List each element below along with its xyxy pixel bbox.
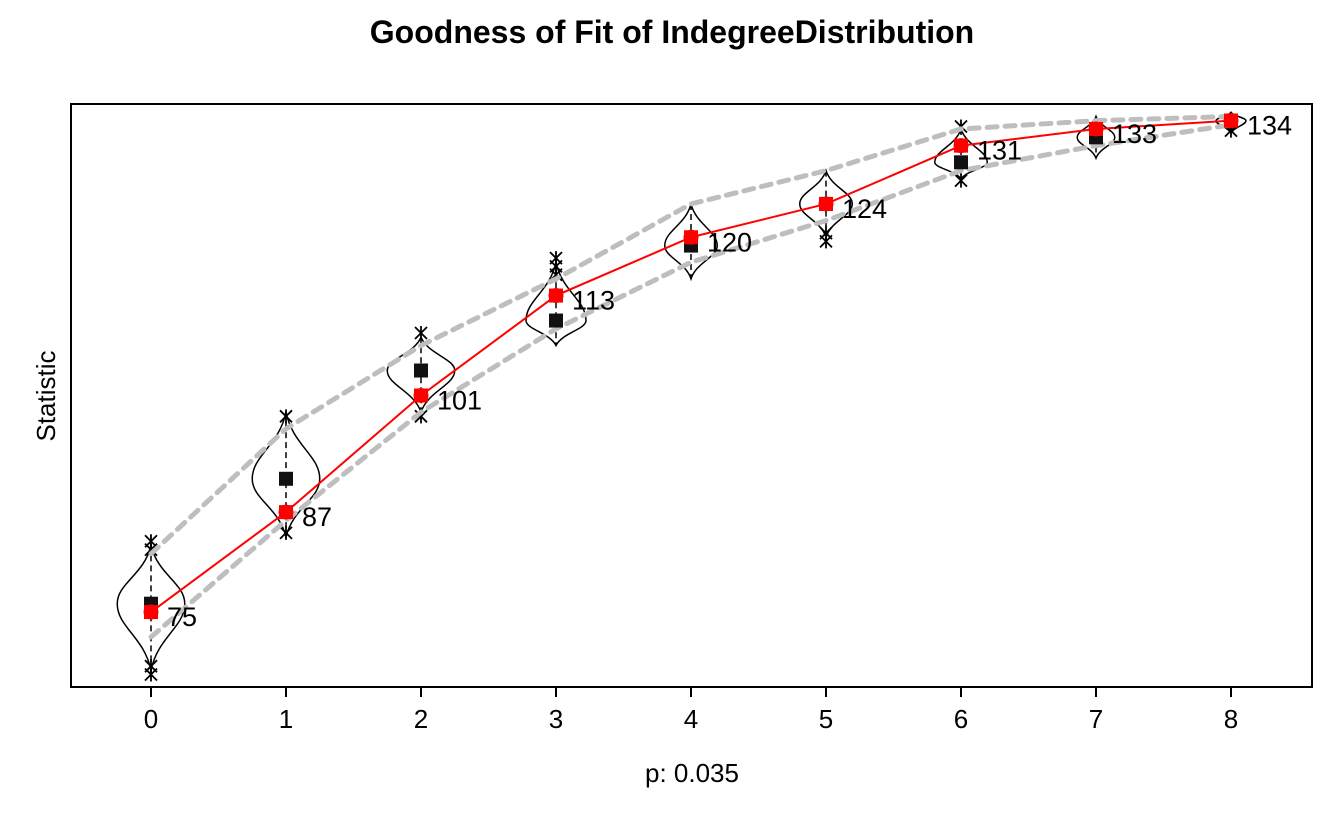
y-axis-label: Statistic <box>31 350 61 441</box>
band-upper-line <box>148 113 1234 557</box>
x-tick-label: 3 <box>549 704 563 734</box>
observed-point <box>1223 113 1239 129</box>
data-label: 75 <box>167 602 197 632</box>
mean-marker <box>549 313 563 328</box>
mean-marker <box>279 471 293 486</box>
x-axis: 0 1 2 3 4 5 6 7 8 <box>144 687 1238 734</box>
observed-line <box>150 119 1232 613</box>
outlier-marker <box>819 226 833 241</box>
data-label: 134 <box>1247 111 1292 141</box>
mean-marker <box>414 363 428 378</box>
band-lower-line <box>148 122 1234 640</box>
x-tick-label: 5 <box>819 704 833 734</box>
simulated-distributions <box>116 111 1247 682</box>
observed-point <box>953 138 969 154</box>
x-tick-label: 7 <box>1089 704 1103 734</box>
outlier-marker <box>144 534 158 549</box>
observed-series <box>143 113 1239 620</box>
data-label: 133 <box>1112 119 1157 149</box>
mean-marker <box>954 155 968 170</box>
x-tick-label: 2 <box>414 704 428 734</box>
data-label: 113 <box>572 286 615 316</box>
violin <box>525 262 587 348</box>
data-labels: 75 87 101 113 120 124 131 133 134 <box>167 111 1292 632</box>
outlier-marker <box>954 173 968 188</box>
x-tick-label: 1 <box>279 704 293 734</box>
observed-point <box>1088 121 1104 137</box>
outlier-marker <box>144 659 158 674</box>
x-axis-label: p: 0.035 <box>645 758 739 788</box>
x-tick-label: 6 <box>954 704 968 734</box>
chart-title: Goodness of Fit of IndegreeDistribution <box>370 14 974 50</box>
x-tick-label: 4 <box>684 704 698 734</box>
observed-point <box>548 288 564 304</box>
data-label: 120 <box>707 227 752 257</box>
observed-point <box>413 388 429 403</box>
observed-point <box>683 229 699 245</box>
confidence-bands <box>148 113 1234 640</box>
observed-point <box>278 504 294 520</box>
data-label: 101 <box>437 386 482 416</box>
data-label: 87 <box>302 502 332 532</box>
x-tick-label: 8 <box>1224 704 1238 734</box>
data-label: 131 <box>977 136 1022 166</box>
outlier-marker <box>279 409 293 424</box>
outlier-marker <box>414 326 428 341</box>
simulated-means <box>144 113 1238 611</box>
data-label: 124 <box>842 194 887 224</box>
outlier-marker <box>549 251 563 266</box>
plot-frame <box>70 103 1313 688</box>
observed-point <box>818 196 834 212</box>
x-tick-label: 0 <box>144 704 158 734</box>
outlier-marker <box>279 525 293 540</box>
observed-point <box>143 604 159 620</box>
